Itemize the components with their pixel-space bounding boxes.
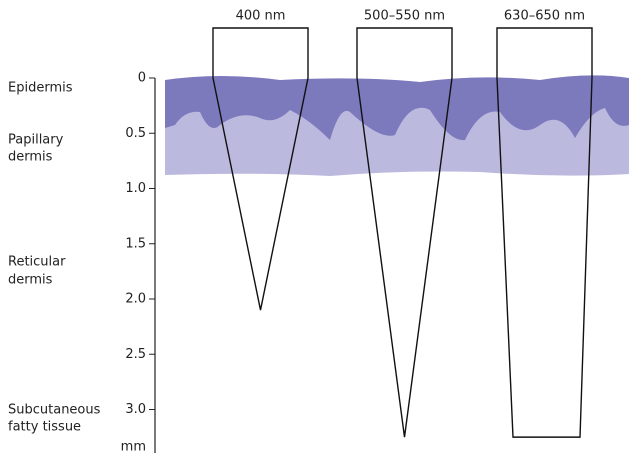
tick-label: 1.0 bbox=[125, 181, 146, 196]
tick-label: 0 bbox=[138, 71, 146, 86]
layer-label: fatty tissue bbox=[8, 420, 81, 435]
layer-label: dermis bbox=[8, 150, 53, 165]
layer-label: Papillary bbox=[8, 133, 64, 148]
penetration-beam bbox=[496, 27, 593, 438]
tick-label: 3.0 bbox=[125, 402, 146, 417]
tick-label: 2.5 bbox=[125, 347, 146, 362]
beam-label: 630–650 nm bbox=[504, 9, 585, 24]
unit-label: mm bbox=[121, 440, 146, 453]
tick-label: 0.5 bbox=[125, 126, 146, 141]
epidermis-band bbox=[165, 75, 629, 141]
penetration-beam bbox=[212, 27, 309, 311]
tick-label: 1.5 bbox=[125, 236, 146, 251]
tick-label: 2.0 bbox=[125, 292, 146, 307]
layer-label: dermis bbox=[8, 273, 53, 288]
beam-label: 400 nm bbox=[236, 9, 286, 24]
penetration-beam bbox=[356, 27, 453, 438]
layer-label: Subcutaneous bbox=[8, 403, 101, 418]
beam-label: 500–550 nm bbox=[364, 9, 445, 24]
layer-label: Epidermis bbox=[8, 81, 73, 96]
layer-label: Reticular bbox=[8, 255, 66, 270]
